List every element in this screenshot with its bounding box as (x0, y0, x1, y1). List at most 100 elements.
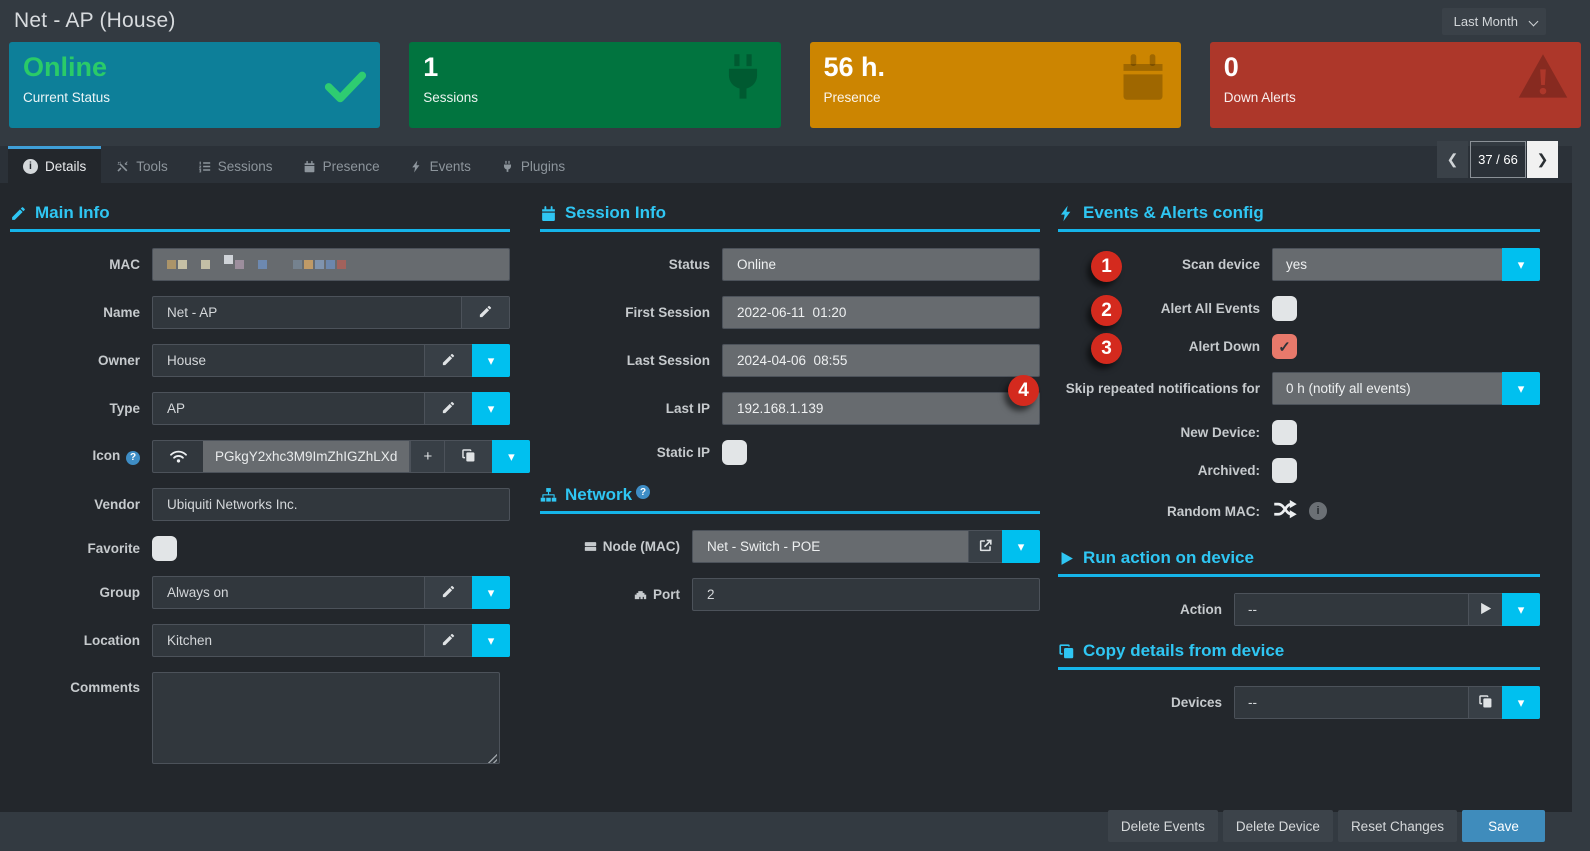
tab-events[interactable]: Events (395, 146, 486, 183)
alert-down-checkbox[interactable]: ✓ (1272, 334, 1297, 359)
last-ip-row: Last IP 192.168.1.139 (540, 392, 1040, 425)
details-panel: Main Info MAC Name Owner (0, 183, 1572, 842)
type-input[interactable] (153, 393, 424, 424)
mac-field (152, 248, 510, 281)
card-presence[interactable]: 56 h. Presence (809, 42, 1181, 128)
node-dropdown-button[interactable]: ▾ (1002, 530, 1040, 563)
owner-label: Owner (97, 353, 140, 368)
owner-edit-button[interactable] (424, 345, 472, 376)
previous-device-button[interactable]: ❮ (1437, 141, 1468, 178)
pencil-icon (10, 205, 27, 222)
static-ip-row: Static IP (540, 440, 1040, 465)
run-action-button[interactable] (1468, 594, 1502, 626)
type-dropdown-button[interactable]: ▾ (472, 392, 510, 425)
warning-icon (1517, 50, 1569, 110)
favorite-checkbox[interactable] (152, 536, 177, 561)
session-info-title: Session Info (565, 203, 667, 222)
devices-dropdown-button[interactable]: ▾ (1502, 686, 1540, 720)
group-edit-button[interactable] (424, 577, 472, 608)
icon-copy-button[interactable] (444, 441, 493, 472)
owner-dropdown-button[interactable]: ▾ (472, 344, 510, 377)
scan-device-dropdown-button[interactable]: ▾ (1502, 248, 1540, 281)
comments-textarea[interactable] (152, 672, 500, 764)
mac-redacted-blocks (153, 249, 509, 280)
archived-checkbox[interactable] (1272, 458, 1297, 483)
tab-plugins-label: Plugins (520, 158, 566, 174)
name-row: Name (10, 296, 510, 329)
archived-row: Archived: (1058, 458, 1540, 483)
icon-dropdown-button[interactable]: ▾ (492, 440, 531, 473)
wifi-icon (153, 441, 203, 472)
sitemap-icon (540, 487, 557, 504)
node-label-wrap: Node (MAC) (540, 539, 692, 554)
tab-details[interactable]: i Details (8, 146, 102, 183)
status-label: Status (668, 257, 710, 272)
period-selector[interactable]: Last Month (1441, 7, 1546, 35)
delete-device-button[interactable]: Delete Device (1222, 810, 1333, 842)
copy-details-title: Copy details from device (1083, 641, 1285, 661)
delete-events-button[interactable]: Delete Events (1107, 810, 1218, 842)
card-sessions[interactable]: 1 Sessions (409, 42, 781, 128)
check-icon (322, 56, 368, 116)
device-page-indicator: 37 / 66 (1470, 141, 1526, 178)
save-button[interactable]: Save (1462, 810, 1545, 842)
location-edit-button[interactable] (424, 625, 472, 656)
group-dropdown-button[interactable]: ▾ (472, 576, 510, 609)
devices-value[interactable]: -- (1235, 687, 1468, 719)
info-circle-icon[interactable]: i (1309, 502, 1327, 521)
events-alerts-section: Events & Alerts config 1 Scan device yes… (1008, 203, 1540, 784)
static-ip-label: Static IP (656, 445, 710, 460)
new-device-checkbox[interactable] (1272, 420, 1297, 445)
vendor-input[interactable] (153, 489, 509, 520)
node-open-button[interactable] (968, 531, 1002, 562)
skip-notifications-dropdown-button[interactable]: ▾ (1502, 372, 1540, 405)
card-down-alerts[interactable]: 0 Down Alerts (1209, 42, 1581, 128)
devices-label: Devices (1170, 695, 1222, 711)
action-value[interactable]: -- (1235, 594, 1468, 626)
name-input[interactable] (153, 297, 461, 328)
static-ip-checkbox[interactable] (722, 440, 747, 465)
owner-input[interactable] (153, 345, 424, 376)
location-dropdown-button[interactable]: ▾ (472, 624, 510, 657)
card-current-status-value: Online (23, 52, 108, 82)
action-dropdown-button[interactable]: ▾ (1502, 593, 1540, 627)
icon-base64-value[interactable]: PGkgY2xhc3M9ImZhIGZhLXd (203, 441, 411, 472)
next-device-button[interactable]: ❯ (1527, 141, 1558, 178)
alert-all-events-checkbox[interactable] (1272, 296, 1297, 321)
group-row: Group ▾ (10, 576, 510, 609)
type-edit-button[interactable] (424, 393, 472, 424)
bolt-icon (410, 160, 423, 173)
favorite-row: Favorite (10, 536, 510, 561)
question-circle-icon[interactable]: ? (126, 450, 140, 465)
card-sessions-label: Sessions (423, 90, 479, 106)
reset-changes-button[interactable]: Reset Changes (1337, 810, 1457, 842)
network-title: Network (565, 485, 633, 504)
icon-add-button[interactable]: + (410, 441, 445, 472)
copy-from-device-button[interactable] (1468, 687, 1502, 719)
mac-row: MAC (10, 248, 510, 281)
events-alerts-title: Events & Alerts config (1083, 203, 1264, 222)
copy-icon (1478, 694, 1493, 711)
tab-plugins[interactable]: Plugins (486, 146, 580, 183)
tab-bar: i Details Tools Sessions Presence Events… (0, 141, 1572, 183)
calendar-icon (540, 205, 557, 222)
device-pager: ❮ 37 / 66 ❯ (1437, 141, 1558, 178)
status-row: Status Online (540, 248, 1040, 281)
tab-sessions[interactable]: Sessions (183, 146, 288, 183)
tab-tools[interactable]: Tools (101, 146, 183, 183)
group-input[interactable] (153, 577, 424, 608)
question-circle-icon[interactable]: ? (636, 485, 651, 499)
tab-presence[interactable]: Presence (288, 146, 395, 183)
tab-details-label: Details (45, 158, 87, 174)
type-label: Type (109, 401, 140, 416)
last-session-label: Last Session (626, 353, 710, 368)
comments-row: Comments (10, 672, 510, 769)
node-row: Node (MAC) Net - Switch - POE ▾ (540, 530, 1040, 563)
name-edit-button[interactable] (461, 297, 509, 328)
last-session-value: 2024-04-06 08:55 (737, 353, 848, 368)
card-current-status[interactable]: Online Current Status (9, 42, 381, 128)
port-input[interactable] (693, 579, 1039, 610)
owner-row: Owner ▾ (10, 344, 510, 377)
location-input[interactable] (153, 625, 424, 656)
main-info-title: Main Info (35, 203, 110, 222)
